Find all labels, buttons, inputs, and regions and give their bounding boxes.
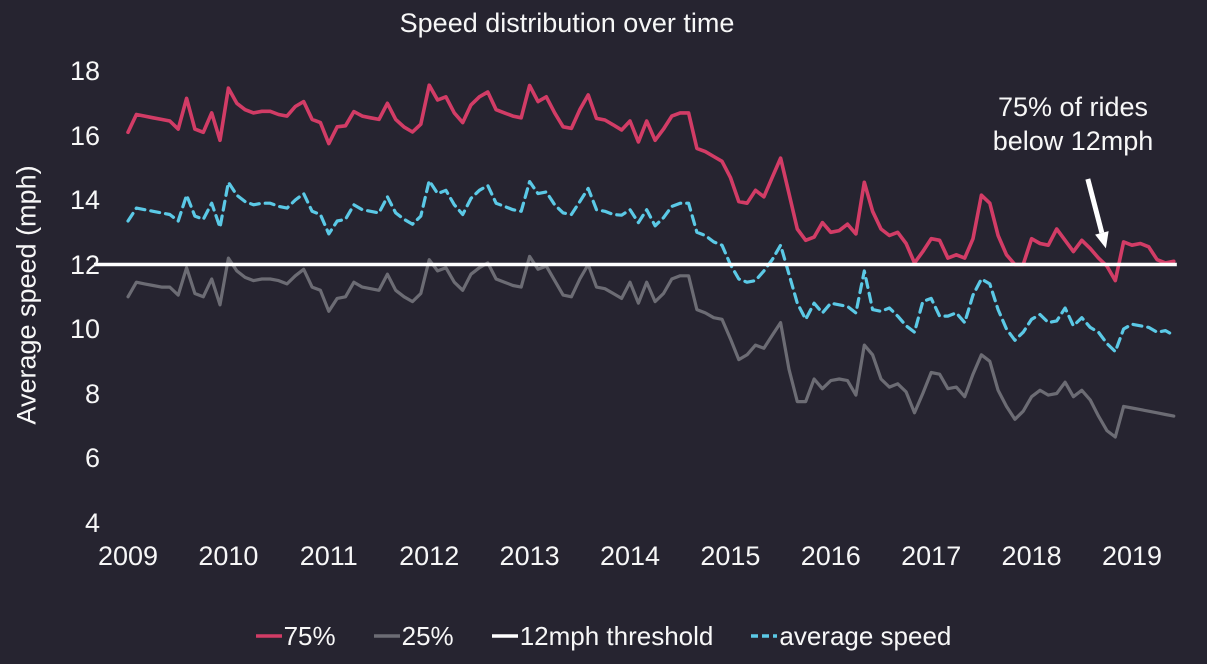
legend: 75% 25% 12mph threshold average speed — [0, 615, 1207, 657]
y-tick-label: 12 — [69, 249, 100, 280]
annotation-arrow-head — [1095, 231, 1109, 249]
x-tick-label: 2015 — [700, 541, 761, 571]
legend-item-75-: 75% — [255, 620, 336, 652]
legend-item-average-speed: average speed — [751, 621, 951, 652]
legend-label: 12mph threshold — [519, 620, 714, 651]
x-tick-label: 2011 — [299, 541, 358, 571]
y-tick-label: 14 — [69, 185, 100, 215]
annotation-arrow-shaft — [1085, 178, 1105, 234]
legend-label: 75% — [283, 620, 336, 651]
series-line-25- — [126, 254, 1176, 439]
legend-swatch-line — [255, 634, 282, 638]
legend-item-25-: 25% — [373, 620, 454, 652]
series-line-75- — [126, 83, 1176, 283]
legend-swatch-line — [491, 634, 518, 638]
annotation-text: 75% of rides below 12mph — [993, 90, 1154, 158]
x-tick-label: 2018 — [1001, 541, 1062, 571]
x-tick-label: 2019 — [1101, 541, 1163, 571]
x-tick-label: 2013 — [499, 541, 560, 571]
x-tick-label: 2016 — [800, 541, 861, 571]
x-tick-label: 2009 — [97, 541, 159, 571]
legend-swatch-line — [751, 634, 778, 638]
legend-label: average speed — [779, 620, 952, 651]
x-tick-label: 2017 — [901, 541, 962, 571]
x-tick-label: 2010 — [198, 541, 259, 571]
chart-title: Speed distribution over time — [399, 8, 735, 38]
y-tick-label: 6 — [84, 443, 100, 473]
x-tick-label: 2014 — [599, 541, 661, 571]
y-tick-label: 4 — [84, 507, 100, 538]
legend-item-12mph-threshold: 12mph threshold — [491, 620, 714, 652]
x-tick-label: 2012 — [399, 541, 460, 571]
y-tick-label: 18 — [69, 56, 100, 86]
annotation-line-2: below 12mph — [992, 126, 1154, 156]
y-tick-label: 8 — [84, 378, 100, 409]
series-line-average-speed — [126, 179, 1176, 354]
legend-swatch-line — [373, 634, 400, 638]
y-tick-label: 16 — [69, 120, 100, 151]
y-tick-label: 10 — [69, 314, 100, 344]
annotation-line-1: 75% of rides — [997, 92, 1149, 122]
legend-label: 25% — [401, 620, 454, 651]
